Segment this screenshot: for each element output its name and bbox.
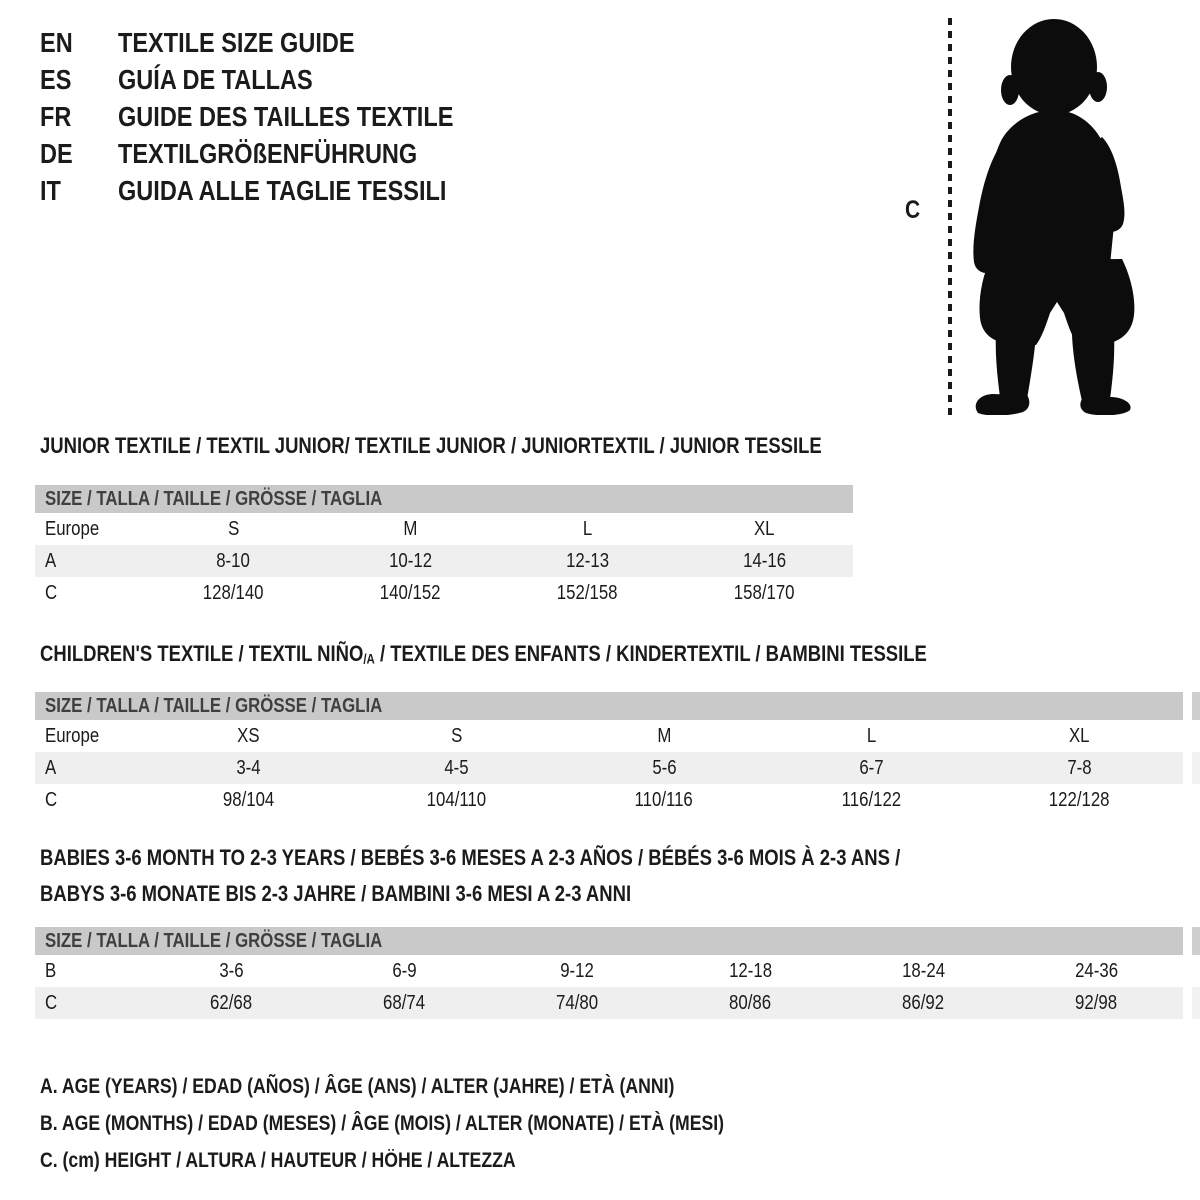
table-row: C 62/68 68/74 74/80 80/86 86/92 92/98 [35, 987, 1183, 1019]
row-label: C [45, 992, 58, 1014]
row-label: A [45, 757, 57, 779]
legend-line-b: B. AGE (MONTHS) / EDAD (MESES) / ÂGE (MO… [40, 1112, 725, 1135]
language-header: EN TEXTILE SIZE GUIDE ES GUÍA DE TALLAS … [40, 24, 517, 209]
size-cell: 6-7 [859, 757, 884, 779]
toddler-silhouette-image [973, 19, 1135, 415]
size-cell: 86/92 [902, 992, 945, 1014]
children-size-table: SIZE / TALLA / TAILLE / GRÖSSE / TAGLIA … [35, 692, 1183, 816]
size-cell: 110/116 [634, 789, 694, 811]
language-title: GUÍA DE TALLAS [118, 63, 313, 95]
size-cell: 24-36 [1075, 960, 1118, 982]
size-cell: 14-16 [743, 550, 786, 572]
junior-section-title: JUNIOR TEXTILE / TEXTIL JUNIOR/ TEXTILE … [40, 433, 822, 458]
size-cell: M [403, 518, 418, 540]
table-row: C 98/104 104/110 110/116 116/122 122/128 [35, 784, 1183, 816]
table-row: Europe S M L XL [35, 513, 853, 545]
legend-line-c: C. (cm) HEIGHT / ALTURA / HAUTEUR / HÖHE… [40, 1149, 516, 1172]
size-cell: 158/170 [734, 582, 795, 604]
children-table-header-band: SIZE / TALLA / TAILLE / GRÖSSE / TAGLIA [35, 692, 1183, 720]
size-cell: 3-6 [219, 960, 244, 982]
language-title: TEXTILGRÖßENFÜHRUNG [118, 137, 418, 169]
row-label: C [45, 789, 58, 811]
language-code: ES [40, 63, 72, 95]
row-label: Europe [45, 518, 100, 540]
size-cell: 104/110 [426, 789, 487, 811]
size-cell: 4-5 [444, 757, 469, 779]
size-cell: 10-12 [389, 550, 432, 572]
size-cell: XL [754, 518, 775, 540]
table-cutoff-sliver [1192, 752, 1200, 784]
size-cell: XL [1068, 725, 1090, 747]
size-cell: S [450, 725, 462, 747]
size-cell: 12-13 [566, 550, 609, 572]
size-cell: XS [237, 725, 261, 747]
size-cell: M [656, 725, 671, 747]
children-section-title: CHILDREN'S TEXTILE / TEXTIL NIÑO/A / TEX… [40, 641, 927, 667]
language-row: EN TEXTILE SIZE GUIDE [40, 24, 517, 61]
height-measure-dashed-line [948, 18, 952, 416]
size-cell: 98/104 [223, 789, 275, 811]
size-cell: L [866, 725, 877, 747]
size-cell: L [582, 518, 593, 540]
size-cell: 18-24 [902, 960, 945, 982]
language-row: FR GUIDE DES TAILLES TEXTILE [40, 98, 517, 135]
language-row: DE TEXTILGRÖßENFÜHRUNG [40, 135, 517, 172]
language-code: EN [40, 26, 73, 58]
language-code: FR [40, 100, 72, 132]
row-label: B [45, 960, 57, 982]
nino-a-subscript: /A [363, 651, 375, 667]
size-cell: 116/122 [841, 789, 902, 811]
size-cell: 74/80 [556, 992, 599, 1014]
size-cell: 6-9 [392, 960, 417, 982]
row-label: C [45, 582, 58, 604]
language-title: GUIDA ALLE TAGLIE TESSILI [118, 174, 447, 206]
language-row: IT GUIDA ALLE TAGLIE TESSILI [40, 172, 517, 209]
size-cell: 8-10 [216, 550, 251, 572]
size-cell: 12-18 [729, 960, 772, 982]
row-label: A [45, 550, 57, 572]
row-label: Europe [45, 725, 100, 747]
table-row: C 128/140 140/152 152/158 158/170 [35, 577, 853, 609]
size-cell: 80/86 [729, 992, 772, 1014]
table-row: B 3-6 6-9 9-12 12-18 18-24 24-36 [35, 955, 1183, 987]
size-cell: S [227, 518, 240, 540]
size-cell: 152/158 [557, 582, 618, 604]
table-row: A 3-4 4-5 5-6 6-7 7-8 [35, 752, 1183, 784]
junior-size-table: SIZE / TALLA / TAILLE / GRÖSSE / TAGLIA … [35, 485, 853, 609]
table-cutoff-sliver [1192, 692, 1200, 720]
legend-line-a: A. AGE (YEARS) / EDAD (AÑOS) / ÂGE (ANS)… [40, 1075, 675, 1098]
measure-label-c: C [905, 196, 921, 224]
language-code: DE [40, 137, 73, 169]
legend: A. AGE (YEARS) / EDAD (AÑOS) / ÂGE (ANS)… [40, 1068, 854, 1179]
table-row: A 8-10 10-12 12-13 14-16 [35, 545, 853, 577]
size-cell: 92/98 [1075, 992, 1118, 1014]
babies-section-title: BABIES 3-6 MONTH TO 2-3 YEARS / BEBÉS 3-… [40, 845, 901, 906]
language-row: ES GUÍA DE TALLAS [40, 61, 517, 98]
language-title: GUIDE DES TAILLES TEXTILE [118, 100, 454, 132]
size-cell: 128/140 [203, 582, 264, 604]
size-cell: 9-12 [560, 960, 595, 982]
table-cutoff-sliver [1192, 927, 1200, 955]
junior-table-header-band: SIZE / TALLA / TAILLE / GRÖSSE / TAGLIA [35, 485, 853, 513]
size-cell: 5-6 [651, 757, 677, 779]
table-row: Europe XS S M L XL [35, 720, 1183, 752]
size-cell: 3-4 [236, 757, 261, 779]
size-cell: 7-8 [1067, 757, 1092, 779]
table-cutoff-sliver [1192, 987, 1200, 1019]
size-cell: 62/68 [210, 992, 253, 1014]
language-code: IT [40, 174, 61, 206]
language-title: TEXTILE SIZE GUIDE [118, 26, 355, 58]
babies-table-header-band: SIZE / TALLA / TAILLE / GRÖSSE / TAGLIA [35, 927, 1183, 955]
size-cell: 68/74 [383, 992, 426, 1014]
size-cell: 140/152 [380, 582, 441, 604]
size-cell: 122/128 [1048, 789, 1110, 811]
babies-size-table: SIZE / TALLA / TAILLE / GRÖSSE / TAGLIA … [35, 927, 1183, 1019]
